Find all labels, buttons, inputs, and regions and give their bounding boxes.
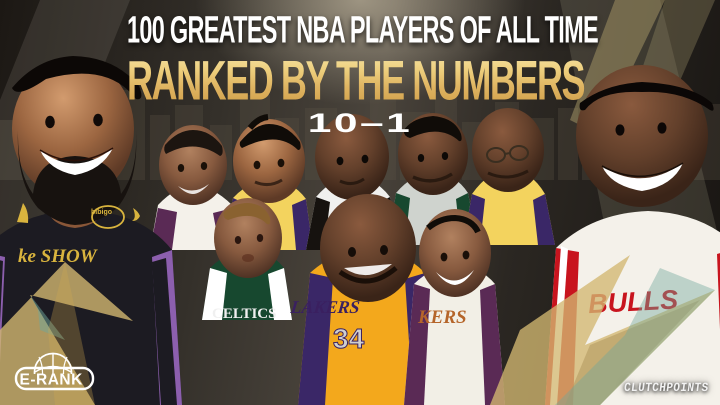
svg-text:E-RANK: E-RANK (20, 372, 84, 389)
